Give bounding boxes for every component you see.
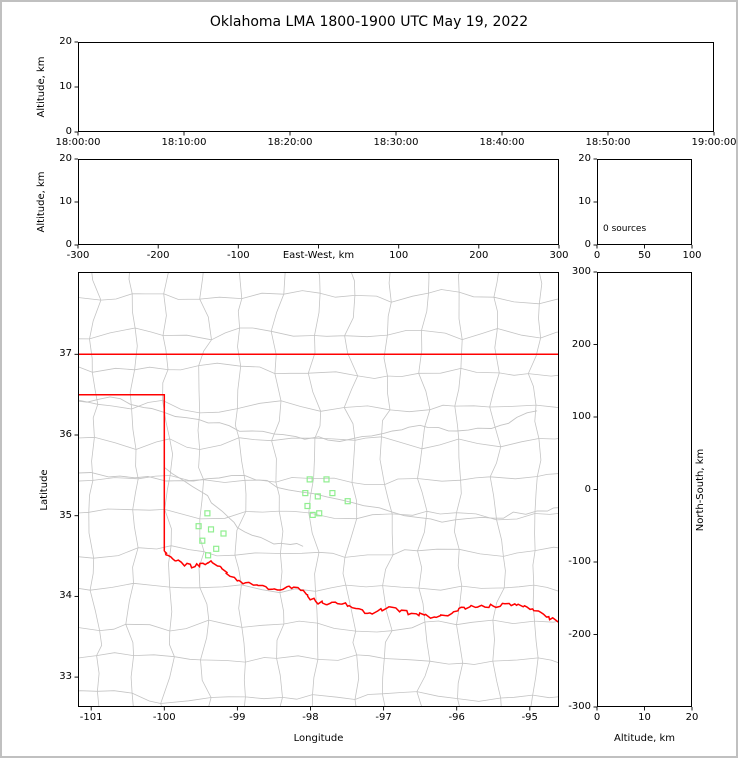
- time-altitude-panel: [74, 41, 715, 136]
- tick-label: -98: [302, 712, 319, 723]
- lma-station-marker: [314, 493, 321, 500]
- tick-label: -99: [229, 712, 246, 723]
- lma-station-marker: [204, 510, 211, 517]
- tick-label: -100: [568, 556, 591, 567]
- tick-label: 18:30:00: [373, 137, 419, 148]
- tick-label: -100: [226, 250, 250, 261]
- tick-label: 200: [571, 338, 591, 350]
- tick-label: 300: [549, 250, 569, 261]
- tick-label: -300: [568, 701, 591, 712]
- lma-station-marker: [323, 476, 330, 483]
- tick-label: 18:00:00: [55, 137, 101, 148]
- plan-view-map-panel: [74, 272, 559, 711]
- northsouth-altitude-panel: [593, 271, 693, 711]
- tick-label: 18:20:00: [267, 137, 313, 148]
- lma-station-marker: [302, 490, 309, 497]
- panel-border: [597, 159, 692, 245]
- tick-label: 20: [59, 153, 72, 164]
- river-line: [78, 472, 559, 523]
- tick-label: -200: [568, 628, 591, 640]
- tick-label: 10: [638, 712, 651, 723]
- tick-label: 50: [638, 250, 651, 261]
- panel-border: [78, 42, 714, 132]
- river-line: [164, 466, 304, 547]
- tick-label: -96: [448, 712, 465, 723]
- tick-label: 0: [584, 483, 591, 495]
- tick-label: -95: [521, 712, 538, 723]
- source-count-annotation: 0 sources: [603, 224, 647, 234]
- lma-station-marker: [220, 530, 227, 537]
- ew-panel-xlabel: East-West, km: [282, 250, 355, 261]
- tick-label: 0: [65, 239, 72, 250]
- county-boundaries: [78, 272, 559, 707]
- tick-label: 20: [578, 153, 591, 164]
- tick-label: 18:10:00: [161, 137, 207, 148]
- map-ylabel: Latitude: [39, 469, 50, 511]
- tick-label: 300: [571, 266, 591, 277]
- tick-label: 35: [59, 509, 72, 521]
- tick-label: -300: [66, 250, 90, 261]
- map-xlabel: Longitude: [293, 733, 344, 744]
- panel-border: [597, 272, 692, 707]
- tick-label: 18:40:00: [479, 137, 525, 148]
- lma-station-marker: [304, 502, 311, 510]
- tick-label: 100: [682, 250, 702, 261]
- tick-label: 18:50:00: [585, 137, 631, 148]
- tick-label: 200: [469, 250, 489, 261]
- tick-label: 10: [59, 81, 72, 92]
- panel-border: [78, 272, 559, 707]
- tick-label: -97: [375, 712, 392, 723]
- ns-panel-ylabel: North-South, km: [695, 448, 706, 532]
- lma-station-marker: [204, 552, 212, 559]
- tick-label: -101: [79, 712, 103, 723]
- river-line: [78, 396, 538, 442]
- tick-label: 0: [593, 712, 601, 723]
- panel-border: [78, 159, 559, 245]
- state-border-west: [78, 393, 166, 552]
- map-layers: [78, 272, 559, 707]
- source-histogram-panel: [593, 158, 693, 249]
- lma-station-marker: [306, 476, 313, 483]
- tick-label: -100: [152, 712, 176, 723]
- lma-station-marker: [316, 510, 323, 517]
- tick-label: 0: [584, 239, 591, 250]
- lma-station-marker: [344, 498, 351, 505]
- lma-station-marker: [195, 523, 202, 530]
- tick-label: 34: [59, 590, 72, 602]
- tick-label: 20: [59, 36, 72, 47]
- tick-label: 33: [59, 671, 72, 683]
- lma-station-marker: [199, 537, 206, 544]
- tick-label: 0: [593, 250, 601, 261]
- state-border-red-river: [163, 550, 559, 623]
- tick-label: 36: [59, 429, 72, 441]
- tick-label: 10: [578, 196, 591, 207]
- ns-panel-xlabel: Altitude, km: [614, 733, 675, 744]
- lma-station-marker: [329, 490, 336, 497]
- figure-title: Oklahoma LMA 1800-1900 UTC May 19, 2022: [209, 14, 529, 30]
- tick-label: 100: [389, 250, 409, 261]
- tick-label: 10: [59, 196, 72, 207]
- tick-label: 0: [65, 126, 72, 137]
- lma-station-marker: [309, 511, 316, 518]
- lma-station-marker: [213, 545, 220, 552]
- eastwest-altitude-panel: [74, 158, 560, 249]
- tick-label: 37: [59, 348, 72, 360]
- tick-label: 100: [571, 411, 591, 422]
- lma-station-marker: [207, 526, 215, 533]
- tick-label: 20: [685, 712, 699, 723]
- tick-label: 19:00:00: [691, 137, 737, 148]
- tick-label: -200: [146, 250, 170, 261]
